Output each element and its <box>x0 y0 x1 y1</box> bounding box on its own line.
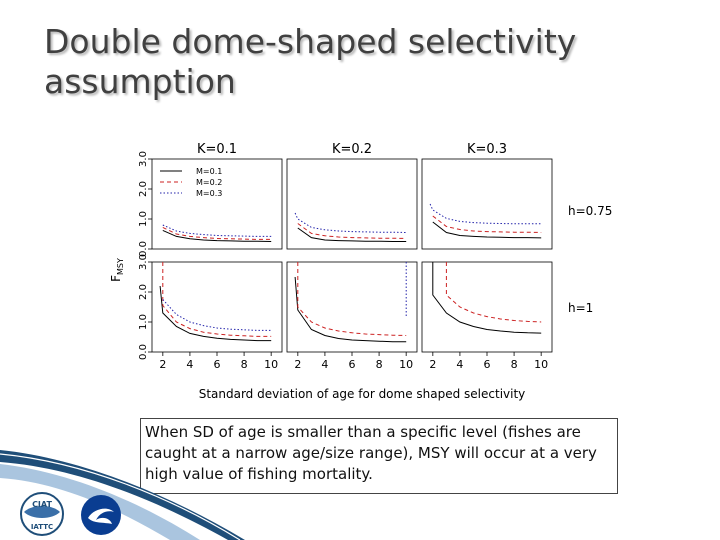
series-line-m2 <box>432 215 542 233</box>
slide-title-line1: Double dome-shaped selectivity <box>44 22 577 61</box>
series-line-m2 <box>445 262 542 323</box>
x-tick-label: 4 <box>321 358 328 371</box>
y-tick-label: 3.0 <box>138 151 149 167</box>
series-line-m2 <box>162 226 272 240</box>
y-tick-label: 2.0 <box>138 181 149 197</box>
series-line-m3 <box>429 203 542 225</box>
series-line-m2 <box>297 223 407 239</box>
x-tick-label: 4 <box>186 358 193 371</box>
panel-frame <box>151 158 283 250</box>
series-line-m3 <box>162 224 272 237</box>
ciat-iattc-logo: CIAT IATTC <box>20 492 64 536</box>
panel-row-label: h=1 <box>568 301 593 315</box>
series-line-m1 <box>162 229 272 242</box>
panel-frame <box>286 261 418 353</box>
x-tick-label: 2 <box>294 358 301 371</box>
y-tick-label: 1.0 <box>138 211 149 227</box>
panel-column-label: K=0.3 <box>467 142 507 157</box>
panel-column-label: K=0.2 <box>332 142 372 157</box>
series-line-m1 <box>432 262 542 334</box>
x-tick-label: 6 <box>349 358 356 371</box>
y-tick-label: 0.0 <box>138 344 149 360</box>
series-line-m3 <box>294 212 407 233</box>
panel-frame <box>286 158 418 250</box>
panel-row-label: h=0.75 <box>568 204 612 218</box>
series-line-m2 <box>162 262 272 337</box>
series-line-m1 <box>297 227 407 242</box>
x-tick-label: 6 <box>484 358 491 371</box>
x-tick-label: 10 <box>534 358 548 371</box>
y-axis-label: FMSY <box>109 258 125 282</box>
y-tick-label: 1.0 <box>138 314 149 330</box>
y-tick-label: 0.0 <box>138 241 149 257</box>
legend-entry: M=0.1 <box>196 167 222 176</box>
y-axis-label-subscript: MSY <box>116 258 125 275</box>
fmsy-panel-chart: K=0.1 K=0.2 K=0.3 h=0.75 h=1 0.0 1.0 2.0 3.0 2 4 6 8… <box>109 142 612 401</box>
x-tick-label: 2 <box>429 358 436 371</box>
x-tick-label: 8 <box>376 358 383 371</box>
slide-title: Double dome-shaped selectivity assumptio… <box>44 22 684 102</box>
x-tick-label: 2 <box>159 358 166 371</box>
x-tick-label: 10 <box>264 358 278 371</box>
series-line-m1 <box>159 285 272 342</box>
slide-title-line2: assumption <box>44 62 236 101</box>
x-tick-label: 6 <box>214 358 221 371</box>
explanation-note: When SD of age is smaller than a specifi… <box>140 418 618 494</box>
series-line-m1 <box>294 276 407 343</box>
logo-text-iattc: IATTC <box>31 523 53 531</box>
legend-entry: M=0.3 <box>196 189 222 198</box>
y-tick-label: 3.0 <box>138 254 149 270</box>
x-axis-label: Standard deviation of age for dome shape… <box>199 387 526 401</box>
x-tick-label: 10 <box>399 358 413 371</box>
logo-text-ciat: CIAT <box>32 500 52 509</box>
series-line-m1 <box>432 221 542 239</box>
series-line-m3 <box>162 299 272 331</box>
series-line-m2 <box>297 262 407 336</box>
panel-column-label: K=0.1 <box>197 142 237 157</box>
x-tick-label: 4 <box>456 358 463 371</box>
x-tick-label: 8 <box>511 358 518 371</box>
legend-entry: M=0.2 <box>196 178 222 187</box>
noaa-logo <box>81 495 121 535</box>
y-tick-label: 2.0 <box>138 284 149 300</box>
x-tick-label: 8 <box>241 358 248 371</box>
panel-frame <box>421 158 553 250</box>
